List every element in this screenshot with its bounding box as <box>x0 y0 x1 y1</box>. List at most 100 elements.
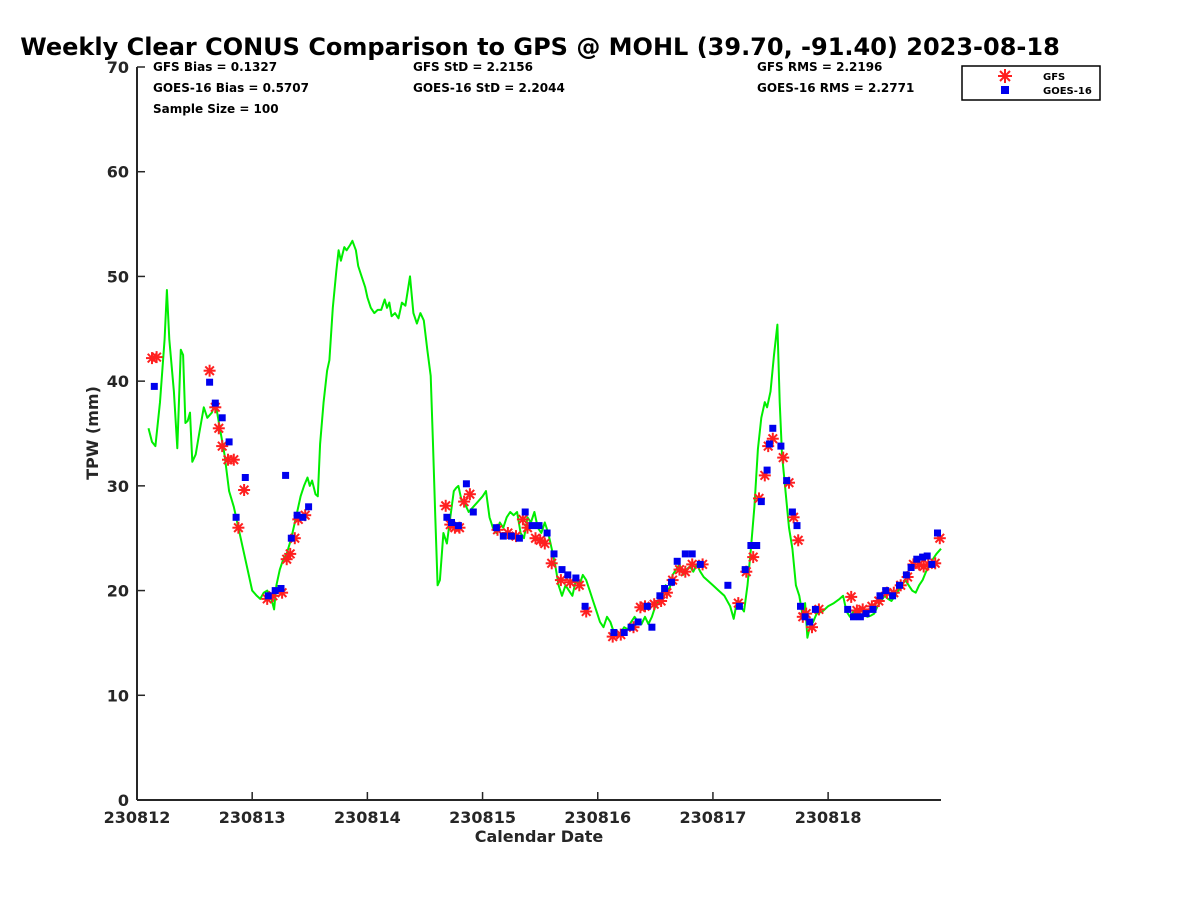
goes-point <box>492 524 500 532</box>
goes-point <box>620 629 628 636</box>
goes-point <box>765 440 773 448</box>
goes-point <box>735 602 743 610</box>
legend-goes-label: GOES-16 <box>1043 86 1092 97</box>
goes-point <box>856 613 864 621</box>
goes-point <box>550 550 558 558</box>
goes-point <box>844 605 852 613</box>
gfs-point <box>917 560 930 573</box>
goes-point <box>150 382 158 390</box>
goes-point <box>299 513 307 521</box>
gfs-point <box>238 484 251 496</box>
goes-point <box>218 414 226 422</box>
goes-point <box>668 578 675 586</box>
goes-point <box>643 602 651 610</box>
goes-point <box>454 522 462 530</box>
sample-size-stat: Sample Size = 100 <box>153 102 279 116</box>
y-tick-label: 40 <box>107 372 129 391</box>
x-tick-label: 230818 <box>795 808 862 827</box>
gfs-point <box>545 557 558 570</box>
goes-point <box>902 571 910 579</box>
x-tick-label: 230816 <box>564 808 631 827</box>
y-tick-label: 20 <box>107 582 129 601</box>
goes-point <box>305 503 313 511</box>
goes-point <box>264 592 272 600</box>
goes-point <box>777 442 785 450</box>
goes-point <box>282 471 290 479</box>
goes-point <box>271 587 279 595</box>
legend-box <box>961 65 1101 101</box>
y-tick-label: 60 <box>107 163 129 182</box>
goes-point <box>572 574 580 582</box>
goes-rms-stat: GOES-16 RMS = 2.2771 <box>757 81 914 95</box>
x-tick-label: 230814 <box>334 808 401 827</box>
gfs-point <box>203 364 216 377</box>
gfs-point <box>792 534 805 547</box>
gfs-point <box>150 351 163 364</box>
x-tick-label: 230815 <box>449 808 516 827</box>
gfs-point <box>747 551 760 564</box>
goes-point <box>913 555 921 563</box>
gfs-point <box>212 422 225 435</box>
goes-point <box>876 592 884 600</box>
goes-point <box>535 522 543 530</box>
gfs-point <box>458 495 471 508</box>
goes-point <box>211 399 219 407</box>
gfs-point <box>845 590 858 603</box>
gfs-point <box>216 440 229 453</box>
x-tick-label: 230813 <box>219 808 286 827</box>
goes-point <box>896 581 903 589</box>
gfs-point <box>439 499 452 512</box>
x-tick-label: 230812 <box>104 808 171 827</box>
goes-point <box>907 564 915 571</box>
goes-point <box>757 498 765 506</box>
goes-point <box>443 513 451 521</box>
goes-point <box>581 602 589 610</box>
goes-point <box>934 529 941 537</box>
chart-title: Weekly Clear CONUS Comparison to GPS @ M… <box>20 33 1060 61</box>
gfs-rms-stat: GFS RMS = 2.2196 <box>757 60 882 74</box>
y-tick-label: 0 <box>118 791 129 810</box>
goes-point <box>724 581 732 589</box>
goes-point <box>499 532 507 540</box>
goes-point <box>277 585 285 592</box>
goes-point <box>515 534 523 542</box>
goes-point <box>763 466 771 474</box>
goes-point <box>661 585 669 592</box>
goes-point <box>793 522 801 530</box>
axes: 0 10 20 30 40 50 60 70 230812 230813 230814 230815 2… <box>104 58 941 827</box>
goes-point <box>783 477 791 485</box>
stats-block: GFS Bias = 0.1327 GOES-16 Bias = 0.5707 … <box>153 60 914 116</box>
gfs-point <box>554 574 567 587</box>
gfs-point <box>679 565 692 578</box>
legend: GFS GOES-16 <box>961 65 1101 101</box>
goes-point <box>747 542 755 549</box>
goes-point <box>448 519 455 526</box>
legend-gfs-marker <box>998 69 1012 83</box>
goes-point <box>753 542 761 549</box>
goes-point <box>543 529 551 537</box>
goes-point <box>811 605 819 613</box>
gfs-point <box>777 451 790 464</box>
x-axis-label: Calendar Date <box>475 827 604 846</box>
goes-point <box>241 474 249 481</box>
goes-point <box>769 424 777 432</box>
goes-point <box>797 602 804 610</box>
goes-point <box>741 566 749 574</box>
y-tick-label: 50 <box>107 267 129 286</box>
goes-point <box>293 511 301 519</box>
goes-point <box>507 532 515 540</box>
goes-point <box>850 613 857 621</box>
goes-point <box>696 560 704 568</box>
goes-point <box>801 613 809 621</box>
goes-point <box>558 566 566 574</box>
goes-point <box>634 618 642 626</box>
goes-point <box>648 623 656 631</box>
goes-point <box>462 480 470 488</box>
gfs-bias-stat: GFS Bias = 0.1327 <box>153 60 277 74</box>
goes-point <box>232 513 240 521</box>
gfs-point <box>227 453 240 466</box>
goes-point <box>656 592 664 600</box>
goes-point <box>469 508 477 516</box>
goes-point <box>882 587 890 595</box>
